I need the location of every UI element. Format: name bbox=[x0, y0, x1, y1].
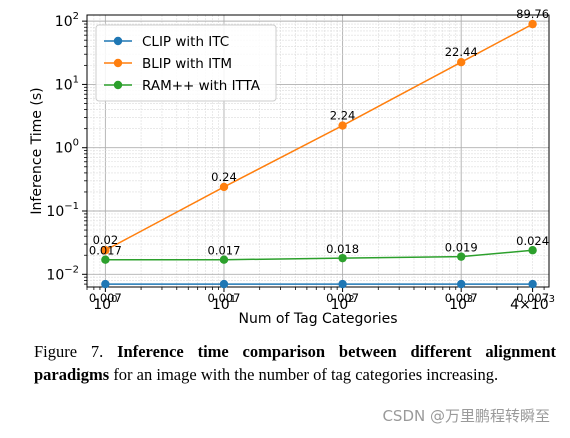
y-tick-label: 10−1 bbox=[46, 201, 79, 220]
data-point bbox=[338, 253, 347, 263]
data-point bbox=[101, 279, 110, 289]
data-label: 0.017 bbox=[89, 244, 122, 258]
data-point bbox=[219, 182, 229, 192]
data-label: 89.76 bbox=[516, 7, 549, 21]
legend: CLIP with ITC BLIP with ITM RAM++ with ITT… bbox=[95, 24, 277, 102]
y-tick-label: 100 bbox=[55, 138, 79, 157]
data-label: 0.017 bbox=[208, 244, 241, 258]
data-label: 0.018 bbox=[326, 242, 359, 256]
x-tick-label: 100 bbox=[93, 294, 117, 313]
data-label: 2.24 bbox=[330, 109, 356, 123]
chart: 100 101 102 103 4×103 10−2 10−1 100 101 102 0.007… bbox=[29, 7, 555, 327]
data-label: 0.024 bbox=[516, 234, 549, 248]
data-label: 0.02 bbox=[93, 233, 119, 247]
data-label: 0.007 bbox=[326, 291, 359, 305]
data-point bbox=[338, 121, 347, 130]
y-tick-label: 102 bbox=[55, 11, 79, 30]
legend-entry: CLIP with ITC bbox=[142, 34, 229, 50]
y-axis-label: Inference Time (s) bbox=[29, 87, 45, 214]
data-point bbox=[219, 279, 229, 289]
legend-marker bbox=[113, 58, 123, 68]
data-point bbox=[338, 279, 347, 289]
caption-lead: Figure 7. bbox=[34, 342, 118, 361]
data-label: 0.007 bbox=[208, 291, 241, 305]
data-point bbox=[456, 252, 466, 261]
data-label: 22.44 bbox=[445, 45, 478, 59]
data-label: 0.24 bbox=[211, 170, 237, 184]
data-point bbox=[528, 19, 537, 29]
x-tick-label: 101 bbox=[212, 294, 236, 313]
caption-bold: Inference time comparison between differ… bbox=[34, 342, 556, 384]
x-tick-label: 4×103 bbox=[510, 294, 555, 313]
legend-marker bbox=[113, 80, 123, 90]
figure-caption: Figure 7. Inference time comparison betw… bbox=[34, 340, 556, 386]
data-point bbox=[101, 255, 110, 264]
x-axis-label: Num of Tag Categories bbox=[239, 311, 398, 327]
x-tick-label: 102 bbox=[330, 294, 354, 313]
data-point bbox=[219, 255, 229, 264]
data-label: 0.007 bbox=[89, 291, 122, 305]
data-point bbox=[456, 279, 466, 289]
caption-rest: for an image with the number of tag cate… bbox=[109, 365, 499, 384]
axis-ticks: 100 101 102 103 4×103 10−2 10−1 100 101 102 bbox=[46, 11, 555, 313]
x-tick-label: 103 bbox=[449, 294, 473, 313]
data-point bbox=[456, 58, 466, 67]
y-tick-label: 10−2 bbox=[46, 264, 79, 283]
data-point bbox=[528, 279, 537, 289]
legend-entry: BLIP with ITM bbox=[142, 56, 232, 72]
legend-box bbox=[95, 24, 277, 102]
watermark: CSDN @万里鹏程转瞬至 bbox=[382, 407, 550, 425]
data-label: 0.019 bbox=[445, 241, 478, 255]
data-point bbox=[101, 246, 110, 255]
legend-marker bbox=[113, 36, 123, 46]
legend-entry: RAM++ with ITTA bbox=[142, 78, 261, 94]
y-tick-label: 101 bbox=[55, 74, 79, 93]
data-label: 0.007 bbox=[445, 291, 478, 305]
data-label: 0.007 bbox=[516, 291, 549, 305]
chart-series: 0.007 0.007 0.007 0.007 0.007 0.02 0.24 2.24 22.… bbox=[89, 7, 549, 305]
data-point bbox=[528, 246, 537, 255]
